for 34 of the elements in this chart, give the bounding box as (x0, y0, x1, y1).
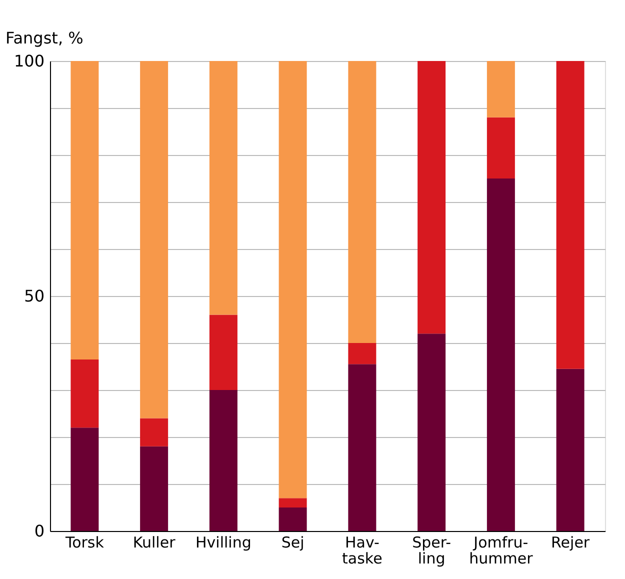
bar (209, 314, 238, 390)
bar (556, 61, 584, 369)
bar (209, 390, 238, 531)
bar (278, 498, 307, 508)
bar (70, 359, 99, 428)
x-tick-label: Sper- ling (412, 534, 452, 568)
x-tick-label: Jomfru- hummer (469, 534, 534, 568)
bar (278, 508, 307, 531)
x-tick-label: Kuller (132, 534, 176, 552)
bar (418, 334, 446, 531)
y-tick-label: 100 (14, 52, 44, 70)
bar (486, 178, 515, 531)
x-tick-label: Hav- taske (342, 534, 382, 568)
bar (70, 61, 99, 360)
y-axis-title: Fangst, % (6, 28, 84, 48)
bar (348, 61, 376, 343)
bar (486, 61, 515, 118)
bar (556, 368, 584, 531)
x-tick-label: Hvilling (196, 534, 252, 552)
x-tick-label: Sej (281, 534, 304, 552)
bar (140, 446, 168, 531)
bar (140, 418, 168, 446)
bar (486, 117, 515, 178)
x-tick-label: Rejer (551, 534, 590, 552)
bar (209, 61, 238, 315)
bar (70, 428, 99, 531)
bar (140, 61, 168, 418)
bar (348, 364, 376, 531)
y-tick-label: 0 (34, 522, 44, 540)
bar (418, 61, 446, 334)
bar (278, 61, 307, 498)
bar (348, 343, 376, 364)
y-tick-label: 50 (24, 286, 44, 306)
x-tick-label: Torsk (64, 534, 104, 552)
